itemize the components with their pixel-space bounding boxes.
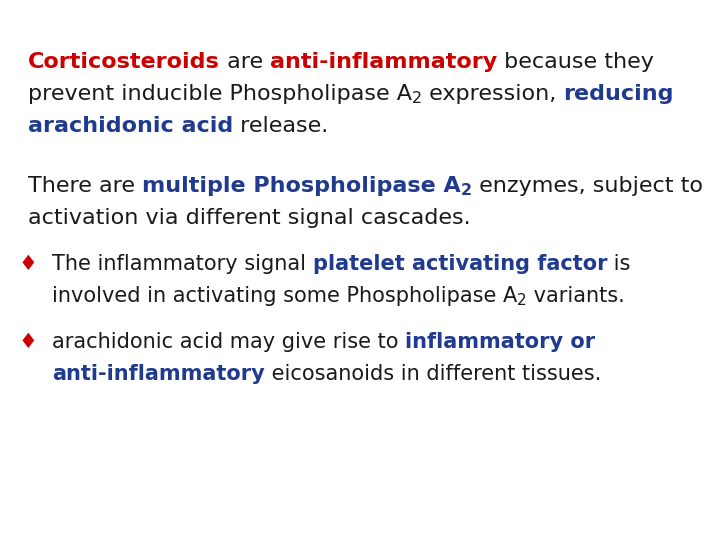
Text: 2: 2 <box>517 293 527 308</box>
Text: activation via different signal cascades.: activation via different signal cascades… <box>28 208 471 228</box>
Text: because they: because they <box>498 52 654 72</box>
Text: release.: release. <box>233 116 328 136</box>
Text: There are: There are <box>28 176 142 196</box>
Text: anti-inflammatory: anti-inflammatory <box>52 364 265 384</box>
Text: 2: 2 <box>461 183 472 198</box>
Text: enzymes, subject to: enzymes, subject to <box>472 176 703 196</box>
Text: arachidonic acid: arachidonic acid <box>28 116 233 136</box>
Text: reducing: reducing <box>564 84 674 104</box>
Text: ♦: ♦ <box>18 254 37 274</box>
Text: multiple Phospholipase A: multiple Phospholipase A <box>142 176 461 196</box>
Text: anti-inflammatory: anti-inflammatory <box>270 52 498 72</box>
Text: is: is <box>607 254 631 274</box>
Text: ♦: ♦ <box>18 332 37 352</box>
Text: eicosanoids in different tissues.: eicosanoids in different tissues. <box>265 364 601 384</box>
Text: variants.: variants. <box>527 286 625 306</box>
Text: The inflammatory signal: The inflammatory signal <box>52 254 312 274</box>
Text: Corticosteroids: Corticosteroids <box>28 52 220 72</box>
Text: inflammatory or: inflammatory or <box>405 332 595 352</box>
Text: expression,: expression, <box>422 84 564 104</box>
Text: prevent inducible Phospholipase A: prevent inducible Phospholipase A <box>28 84 412 104</box>
Text: arachidonic acid may give rise to: arachidonic acid may give rise to <box>52 332 405 352</box>
Text: platelet activating factor: platelet activating factor <box>312 254 607 274</box>
Text: involved in activating some Phospholipase A: involved in activating some Phospholipas… <box>52 286 517 306</box>
Text: 2: 2 <box>412 91 422 106</box>
Text: are: are <box>220 52 270 72</box>
